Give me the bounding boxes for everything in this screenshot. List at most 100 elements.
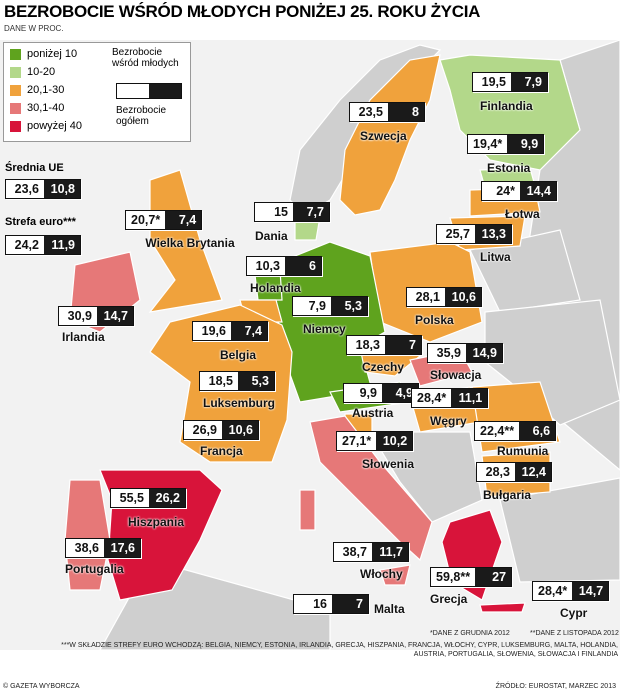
balkans: [368, 431, 483, 523]
youth-value: 18,3: [347, 336, 385, 354]
country-name: Włochy: [360, 567, 403, 581]
country-name: Rumunia: [497, 444, 549, 458]
legend-label: powyżej 40: [27, 120, 83, 132]
legend-item: 20,1-30: [10, 84, 64, 96]
youth-value: 27,1*: [337, 432, 377, 450]
value-box: 28,3 12,4: [476, 462, 552, 482]
country-name: Francja: [200, 444, 243, 458]
country-name: Niemcy: [303, 322, 346, 336]
credit: © GAZETA WYBORCZA: [3, 683, 80, 690]
youth-value: 15: [255, 203, 293, 221]
total-value: 7: [332, 595, 368, 613]
value-box: 9,9 4,9: [343, 383, 419, 403]
turkey: [499, 477, 620, 583]
value-box: 25,7 13,3: [436, 224, 512, 244]
value-box: 20,7* 7,4: [125, 210, 203, 230]
value-box: 30,9 14,7: [58, 306, 134, 326]
youth-value: 38,7: [334, 543, 372, 561]
total-value: 9,9: [507, 135, 544, 153]
value-box: 10,3 6: [246, 256, 322, 276]
country-name: Estonia: [487, 161, 531, 175]
total-value: 11,1: [451, 389, 488, 407]
value-box: 28,4* 11,1: [411, 388, 489, 408]
youth-value: 24*: [482, 182, 520, 200]
legend-swatch: [10, 84, 21, 96]
value-box: 55,5 26,2: [110, 488, 186, 508]
sicily: [379, 564, 411, 586]
total-value: 10,2: [376, 432, 413, 450]
legend-swatch: [10, 102, 21, 114]
total-value: 4,9: [382, 384, 418, 402]
country-name: Luksemburg: [203, 396, 276, 410]
legend-item: 10-20: [10, 66, 55, 78]
total-value: 5,3: [331, 297, 367, 315]
total-value: 10,8: [44, 180, 80, 198]
value-box: 35,9 14,9: [427, 343, 503, 363]
country-name: Szwecja: [360, 129, 407, 143]
legend-total-label: Bezrobocie ogółem: [116, 105, 167, 127]
value-box: 18,3 7: [346, 335, 422, 355]
country-name: Polska: [415, 313, 454, 327]
country-name: Finlandia: [480, 99, 533, 113]
average-name: Strefa euro***: [5, 216, 76, 228]
country-name: Wielka Brytania: [145, 236, 235, 250]
total-value: 14,7: [572, 582, 609, 600]
legend-label: 30,1-40: [27, 102, 65, 114]
value-box: 28,1 10,6: [406, 287, 482, 307]
country-name: Holandia: [250, 281, 301, 295]
value-box: 23,5 8: [349, 102, 425, 122]
youth-value: 23,5: [350, 103, 388, 121]
youth-value: 28,4*: [533, 582, 573, 600]
total-value: 8: [388, 103, 424, 121]
sardinia: [299, 489, 316, 531]
value-box: 38,6 17,6: [65, 538, 141, 558]
footnote: ***W SKŁADZIE STREFY EURO WCHODZĄ: BELGI…: [61, 642, 618, 658]
legend-sample-box: [116, 83, 182, 99]
youth-value: 25,7: [437, 225, 475, 243]
legend-swatch: [10, 48, 21, 60]
total-value: 6,6: [519, 422, 556, 440]
youth-value: 59,8**: [431, 568, 476, 586]
crete: [479, 602, 526, 613]
total-value: 11,7: [372, 543, 408, 561]
subtitle: DANE W PROC.: [4, 24, 64, 33]
youth-value: 28,3: [477, 463, 515, 481]
youth-value: 55,5: [111, 489, 149, 507]
value-box: 24,2 11,9: [5, 235, 81, 255]
legend-item: 30,1-40: [10, 102, 64, 114]
total-value: 5,3: [238, 372, 274, 390]
footnote: **DANE Z LISTOPADA 2012: [530, 630, 619, 637]
footnote: *DANE Z GRUDNIA 2012: [430, 630, 510, 637]
value-box: 38,7 11,7: [333, 542, 409, 562]
total-value: 11,9: [44, 236, 80, 254]
legend-swatch: [10, 120, 21, 132]
belarus: [469, 229, 581, 313]
youth-value: 28,1: [407, 288, 445, 306]
country-name: Słowenia: [362, 457, 415, 471]
total-value: 14,4: [520, 182, 556, 200]
country-name: Dania: [255, 229, 288, 243]
total-value: 6: [285, 257, 321, 275]
value-box: 27,1* 10,2: [336, 431, 414, 451]
youth-value: 9,9: [344, 384, 382, 402]
total-value: 14,9: [466, 344, 502, 362]
total-value: 7,4: [165, 211, 202, 229]
country-name: Grecja: [430, 592, 468, 606]
total-value: 26,2: [149, 489, 185, 507]
youth-value: 19,6: [193, 322, 231, 340]
value-box: 18,5 5,3: [199, 371, 275, 391]
value-box: 15 7,7: [254, 202, 330, 222]
youth-value: 23,6: [6, 180, 44, 198]
total-value: 10,6: [222, 421, 258, 439]
uk: [148, 169, 223, 313]
value-box: 19,6 7,4: [192, 321, 268, 341]
value-box: 22,4** 6,6: [474, 421, 557, 441]
youth-value: 35,9: [428, 344, 466, 362]
total-value: 7,7: [293, 203, 329, 221]
country-name: Bułgaria: [483, 488, 532, 502]
youth-value: 38,6: [66, 539, 104, 557]
total-value: 13,3: [475, 225, 511, 243]
youth-value: 16: [294, 595, 332, 613]
youth-value: 24,2: [6, 236, 44, 254]
legend-item: poniżej 10: [10, 48, 77, 60]
